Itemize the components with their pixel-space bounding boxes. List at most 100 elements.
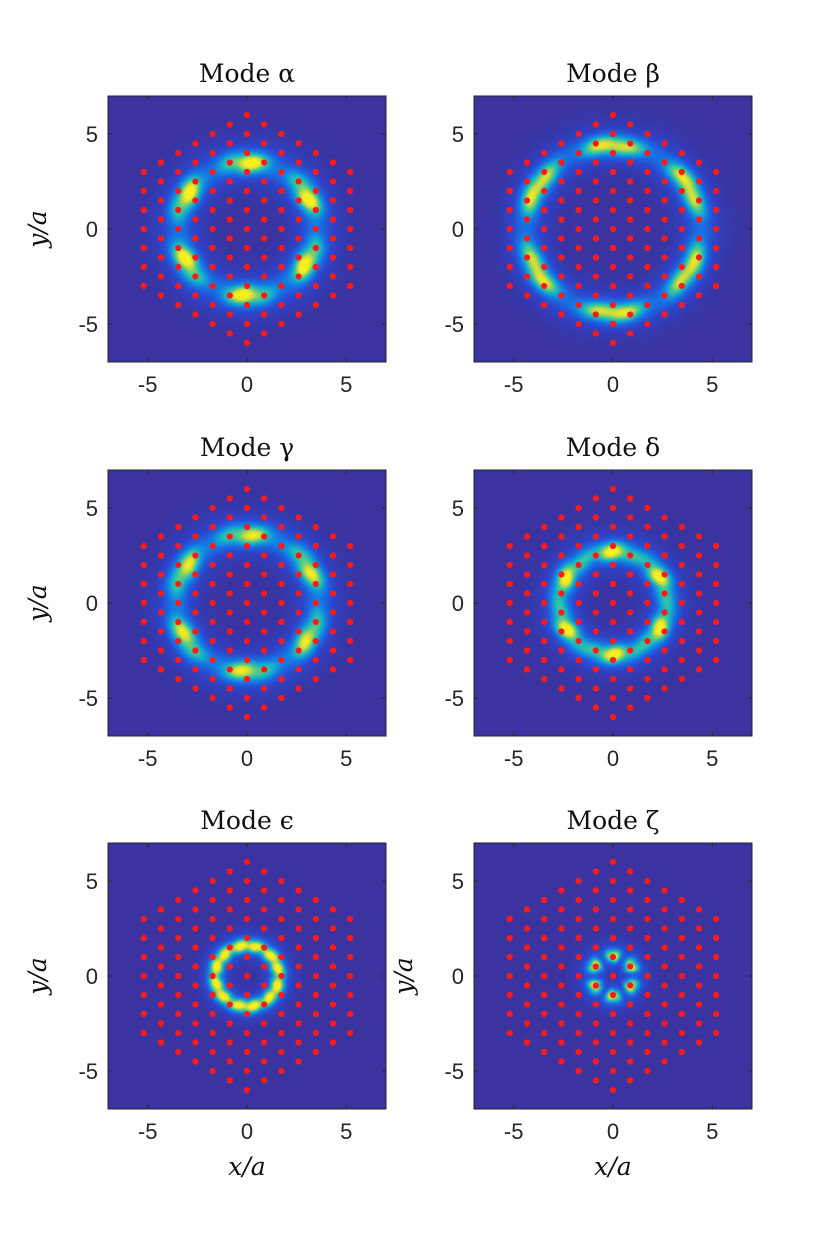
lattice-point [627,1020,634,1027]
lattice-point [575,694,582,702]
lattice-point [295,178,302,185]
lattice-point [175,915,182,923]
lattice-point [226,1058,233,1065]
lattice-point [278,225,285,233]
x-tick-label: 0 [607,1119,619,1144]
lattice-point [157,178,165,185]
lattice-point [278,504,285,512]
lattice-point [329,963,337,970]
lattice-point [175,953,182,961]
lattice-point [695,273,703,280]
lattice-point [278,953,285,961]
lattice-point [140,915,147,923]
lattice-point [592,1077,599,1084]
panel-title: Mode γ [200,433,294,462]
lattice-point [295,140,302,147]
lattice-point [506,599,513,607]
panel-2: -5 -5 0 0 5 5 Mode β [444,59,753,397]
lattice-point [175,1029,182,1037]
lattice-point [661,292,668,299]
lattice-point [661,178,668,185]
lattice-point [192,628,199,635]
lattice-point [661,533,668,540]
lattice-point [226,704,233,711]
lattice-point [261,982,268,989]
lattice-point [243,972,251,980]
lattice-point [140,542,147,550]
lattice-point [243,225,251,233]
lattice-point [558,1039,565,1046]
lattice-point [713,282,720,290]
lattice-point [541,1010,548,1018]
lattice-point [523,178,531,185]
lattice-point [278,263,285,271]
lattice-point [541,953,548,961]
lattice-point [278,206,285,214]
lattice-point [609,339,617,347]
lattice-point [192,571,199,578]
lattice-point [592,944,599,951]
lattice-point [627,609,634,616]
lattice-point [695,982,703,989]
lattice-point [175,1048,182,1056]
lattice-point [226,495,233,502]
lattice-point [278,282,285,290]
panel-5: -5 -5 0 0 5 5 Mode ϵ y/a x/a [23,806,387,1181]
lattice-point [312,896,319,904]
lattice-point [575,637,582,645]
lattice-point [713,263,720,271]
lattice-point [558,666,565,673]
lattice-point [243,149,251,157]
lattice-point [609,225,617,233]
lattice-point [329,1020,337,1027]
lattice-point [644,542,651,550]
lattice-point [329,906,337,913]
lattice-point [261,159,268,166]
lattice-point [226,292,233,299]
lattice-point [592,197,599,204]
lattice-point [541,225,548,233]
lattice-point [226,944,233,951]
lattice-point [278,972,285,980]
lattice-point [609,244,617,252]
lattice-point [541,282,548,290]
y-tick-label: 5 [452,869,464,894]
lattice-point [541,149,548,157]
lattice-point [209,1048,216,1056]
lattice-point [192,273,199,280]
lattice-point [627,982,634,989]
lattice-point [243,1067,251,1075]
lattice-point [209,282,216,290]
lattice-point [261,292,268,299]
lattice-point [609,858,617,866]
lattice-point [661,552,668,559]
lattice-point [592,178,599,185]
lattice-point [243,263,251,271]
lattice-point [644,991,651,999]
lattice-point [261,1058,268,1065]
lattice-point [192,647,199,654]
lattice-point [209,149,216,157]
lattice-point [592,666,599,673]
x-tick-label: -5 [504,372,524,397]
lattice-point [541,972,548,980]
lattice-point [329,982,337,989]
lattice-point [278,542,285,550]
lattice-point [295,216,302,223]
lattice-point [678,637,685,645]
lattice-point [295,906,302,913]
lattice-point [575,618,582,626]
lattice-point [661,254,668,261]
lattice-point [609,713,617,721]
lattice-point [592,216,599,223]
lattice-point [157,982,165,989]
lattice-point [157,552,165,559]
lattice-point [226,121,233,128]
lattice-point [644,282,651,290]
lattice-point [175,187,182,195]
lattice-point [209,225,216,233]
lattice-point [541,1048,548,1056]
lattice-point [695,647,703,654]
lattice-point [140,206,147,214]
lattice-point [261,685,268,692]
